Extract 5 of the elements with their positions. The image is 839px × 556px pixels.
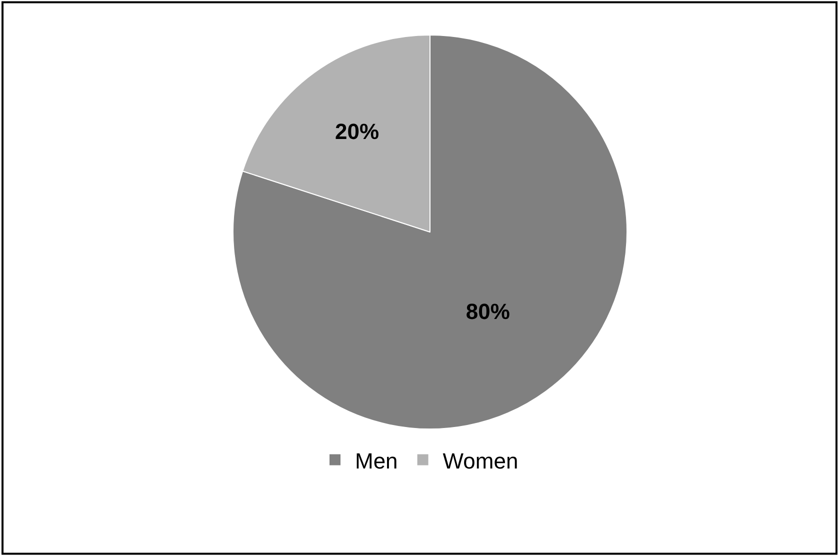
- pie-slice: [232, 34, 628, 430]
- legend-label: Men: [355, 448, 398, 474]
- legend-label: Women: [442, 448, 518, 474]
- data-label: 20%: [335, 119, 380, 144]
- data-label: 80%: [466, 299, 510, 324]
